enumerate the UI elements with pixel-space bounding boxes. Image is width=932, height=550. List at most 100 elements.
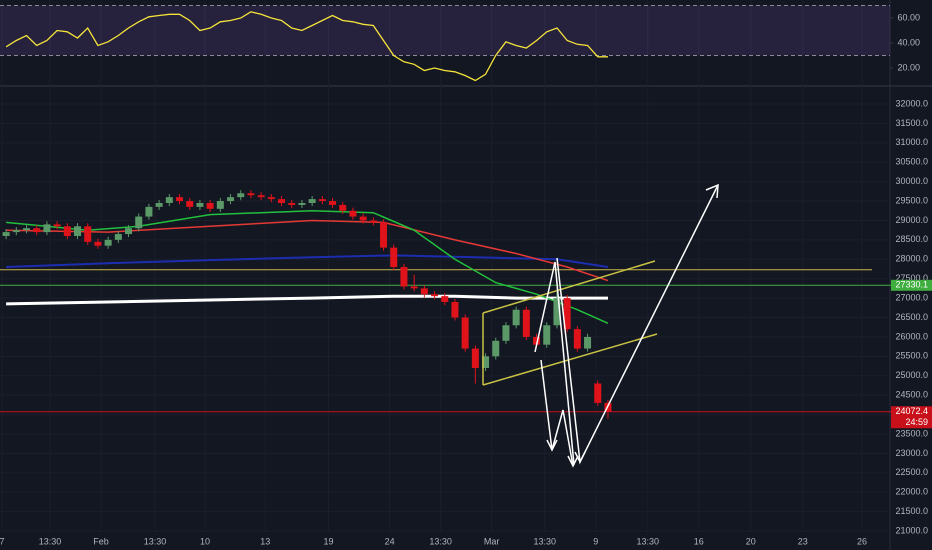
candle-body	[257, 195, 265, 198]
x-tick-label: 10	[200, 536, 210, 546]
moving-average	[6, 254, 609, 268]
x-tick-label: 23	[798, 536, 808, 546]
candle-body	[400, 267, 408, 287]
rsi-line	[5, 11, 608, 82]
candle-body	[533, 336, 541, 345]
x-tick-label: 16	[694, 536, 704, 546]
candle-body	[543, 325, 551, 345]
y-tick-label: 28000.0	[895, 254, 928, 264]
candle-body	[349, 210, 357, 217]
candle-body	[196, 202, 204, 207]
candle-body	[23, 228, 31, 231]
arrow	[534, 261, 575, 466]
y-tick-label: 24500.0	[895, 390, 928, 400]
candle-body	[482, 356, 490, 368]
x-tick-label: 20	[746, 536, 756, 546]
y-tick-label: 20.00	[897, 62, 920, 72]
candle-body	[420, 288, 428, 295]
candle-body	[502, 325, 510, 341]
y-tick-label: 30000.0	[895, 176, 928, 186]
candle-body	[33, 228, 41, 233]
candle-body	[104, 239, 112, 246]
candle-body	[12, 230, 20, 233]
candle-body	[206, 202, 214, 209]
x-tick-label: Mar	[484, 536, 500, 546]
candle-body	[84, 226, 92, 242]
price-label: 24072.4	[895, 406, 928, 416]
y-tick-label: 22000.0	[895, 487, 928, 497]
candle-body	[451, 301, 459, 318]
drawings	[482, 183, 719, 468]
arrowhead	[574, 451, 586, 464]
price-label-box	[891, 406, 932, 429]
countdown-label: 24:59	[905, 417, 928, 427]
y-tick-label: 29500.0	[895, 195, 928, 205]
y-tick-label: 27000.0	[895, 292, 928, 302]
candle-body	[553, 298, 561, 326]
candle-body	[329, 201, 337, 205]
y-tick-label: 29000.0	[895, 215, 928, 225]
candle-body	[573, 329, 581, 349]
y-tick-label: 32000.0	[895, 98, 928, 108]
candle-body	[390, 247, 398, 268]
candle-body	[186, 201, 194, 207]
price-label: 27330.1	[895, 280, 928, 290]
x-tick-label: 13:30	[636, 536, 659, 546]
y-tick-label: 25500.0	[895, 351, 928, 361]
channel-line	[482, 333, 658, 386]
arrowhead	[546, 439, 558, 452]
y-tick-label: 21000.0	[895, 525, 928, 535]
candle-body	[563, 298, 571, 330]
y-tick-label: 27500.0	[895, 273, 928, 283]
candle-body	[512, 309, 520, 326]
x-tick-label: 7	[0, 536, 5, 546]
candle-body	[227, 197, 235, 202]
price-label-box	[891, 279, 932, 291]
y-tick-label: 60.00	[897, 12, 920, 22]
x-tick-label: 9	[593, 536, 598, 546]
candle-body	[298, 202, 306, 205]
candle-body	[380, 222, 388, 248]
y-tick-label: 26000.0	[895, 331, 928, 341]
candle-body	[461, 317, 469, 349]
moving-average	[6, 210, 609, 324]
x-tick-label: 19	[323, 536, 333, 546]
candle-body	[359, 216, 367, 221]
candle-body	[94, 241, 102, 246]
candle-body	[308, 199, 316, 203]
axis-labels: 21000.0 21500.0 22000.0 22500.0 23000.0 23500…	[0, 12, 932, 546]
y-tick-label: 31500.0	[895, 118, 928, 128]
candle-body	[114, 234, 122, 240]
x-tick-label: Feb	[93, 536, 109, 546]
arrowhead	[705, 183, 719, 199]
x-tick-label: 26	[857, 536, 867, 546]
candle-body	[288, 202, 296, 205]
candle-body	[53, 224, 61, 227]
candle-body	[2, 232, 10, 236]
arrow	[540, 359, 574, 467]
y-tick-label: 23500.0	[895, 428, 928, 438]
arrowhead	[567, 455, 579, 468]
x-tick-label: 13:30	[533, 536, 556, 546]
y-tick-label: 22500.0	[895, 467, 928, 477]
x-tick-label: 24	[385, 536, 395, 546]
candle-body	[492, 340, 500, 357]
y-tick-label: 26500.0	[895, 312, 928, 322]
candle-body	[125, 228, 133, 235]
candle-body	[278, 199, 286, 203]
candle-body	[471, 348, 479, 368]
x-tick-label: 13:30	[39, 536, 62, 546]
x-tick-label: 13:30	[144, 536, 167, 546]
candle-body	[135, 216, 143, 229]
y-tick-label: 31000.0	[895, 137, 928, 147]
candle-body	[410, 286, 418, 289]
x-tick-label: 13:30	[429, 536, 452, 546]
candle-body	[441, 296, 449, 302]
candle-body	[74, 226, 82, 236]
y-tick-label: 25000.0	[895, 370, 928, 380]
y-tick-label: 30500.0	[895, 157, 928, 167]
y-tick-label: 23000.0	[895, 448, 928, 458]
